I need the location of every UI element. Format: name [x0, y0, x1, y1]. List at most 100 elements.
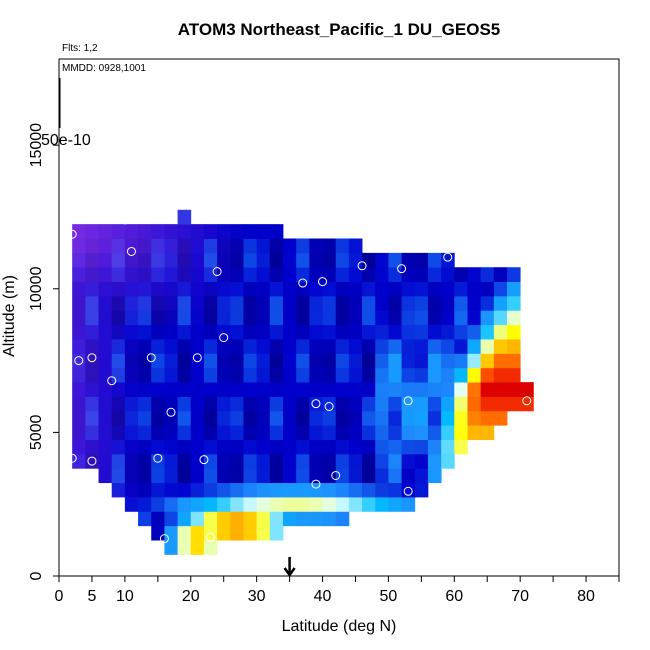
heatmap-cell [309, 482, 323, 498]
sample-point [324, 402, 334, 412]
heatmap-cell [283, 425, 297, 440]
heatmap-cell [362, 410, 376, 426]
heatmap-cell [256, 410, 271, 426]
heatmap-cell [256, 324, 271, 340]
heatmap-cell [164, 238, 178, 254]
heatmap-cell [269, 353, 284, 369]
heatmap-cell [322, 324, 337, 340]
heatmap-cell [348, 295, 363, 311]
heatmap-cell [388, 396, 402, 412]
dates-note: MMDD: 0928,1001 [62, 63, 146, 74]
heatmap-cell [217, 224, 231, 239]
heatmap-cell [111, 439, 126, 455]
heatmap-cell [375, 410, 389, 426]
heatmap-cell [296, 425, 310, 440]
heatmap-cell [388, 310, 402, 326]
heatmap-cell [454, 396, 468, 412]
heatmap-cell [375, 396, 389, 412]
heatmap-cell [124, 324, 139, 340]
heatmap-cell [98, 267, 113, 282]
heatmap-cell [375, 497, 389, 512]
heatmap-cell [283, 267, 297, 282]
heatmap-cell [164, 339, 178, 354]
heatmap-cell [151, 410, 165, 426]
heatmap-cell [269, 367, 284, 383]
heatmap-cell [269, 324, 284, 340]
x-tick-label: 40 [314, 588, 332, 605]
heatmap-cell [243, 453, 258, 469]
heatmap-cell [203, 482, 218, 498]
heatmap-cell [296, 324, 310, 340]
heatmap-cell [111, 339, 126, 354]
heatmap-cell [190, 511, 205, 527]
heatmap-cell [335, 238, 350, 254]
heatmap-cell [493, 367, 508, 383]
heatmap-cell [256, 353, 271, 369]
heatmap-cell [177, 468, 192, 484]
heatmap-cell [427, 468, 442, 484]
heatmap-cell [309, 267, 323, 282]
heatmap-cell [138, 497, 152, 512]
heatmap-cell [309, 511, 323, 527]
heatmap-cell [427, 425, 442, 440]
heatmap-cell [467, 410, 482, 426]
heatmap-cell [243, 339, 258, 354]
heatmap-cell [151, 281, 165, 297]
heatmap-cell [322, 339, 337, 354]
heatmap-cell [375, 482, 389, 498]
heatmap-cell [414, 425, 429, 440]
heatmap-cell [309, 281, 323, 297]
heatmap-cell [151, 295, 165, 311]
heatmap-cell [296, 267, 310, 282]
heatmap-cell [335, 367, 350, 383]
heatmap-cell [348, 468, 363, 484]
heatmap-cell [177, 382, 192, 397]
heatmap-cell [138, 511, 152, 527]
heatmap-cell [177, 267, 192, 282]
heatmap-cell [217, 511, 231, 527]
heatmap-cell [164, 224, 178, 239]
x-axis-label: Latitude (deg N) [282, 618, 397, 635]
y-tick-label: 5000 [28, 414, 45, 450]
heatmap-cell [348, 482, 363, 498]
heatmap-cell [72, 439, 86, 455]
heatmap-cell [85, 396, 99, 412]
heatmap-cell [427, 295, 442, 311]
heatmap-cell [414, 353, 429, 369]
heatmap-cell [507, 339, 521, 354]
heatmap-cell [151, 238, 165, 254]
heatmap-cell [441, 367, 455, 383]
heatmap-cell [203, 511, 218, 527]
heatmap-cell [401, 267, 416, 282]
heatmap-cell [177, 540, 192, 555]
heatmap-cell [98, 339, 113, 354]
heatmap-cell [507, 295, 521, 311]
heatmap-cell [243, 396, 258, 412]
heatmap-cell [243, 367, 258, 383]
heatmap-cell [388, 468, 402, 484]
heatmap-cell [111, 396, 126, 412]
heatmap-cell [151, 324, 165, 340]
heatmap-cell [362, 252, 376, 268]
heatmap-cell [151, 382, 165, 397]
heatmap-cell [177, 511, 192, 527]
heatmap-cell [230, 353, 244, 369]
heatmap-cell [480, 396, 495, 412]
heatmap-cell [454, 353, 468, 369]
heatmap-cell [164, 367, 178, 383]
heatmap-cell [164, 453, 178, 469]
heatmap-cell [85, 295, 99, 311]
heatmap-cell [454, 310, 468, 326]
plot-frame [58, 58, 620, 577]
heatmap-cell [243, 267, 258, 282]
heatmap-cell [138, 267, 152, 282]
sample-point [318, 277, 328, 287]
heatmap-cell [348, 410, 363, 426]
heatmap-cell [414, 468, 429, 484]
heatmap-cell [348, 396, 363, 412]
x-tick-label: 30 [248, 588, 266, 605]
heatmap-cell [296, 482, 310, 498]
heatmap-cell [269, 339, 284, 354]
heatmap-cell [256, 511, 271, 527]
heatmap-cell [269, 252, 284, 268]
